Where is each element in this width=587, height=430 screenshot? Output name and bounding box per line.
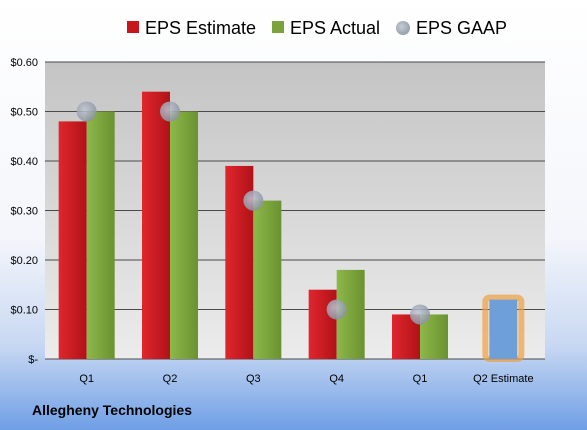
legend-label-gaap: EPS GAAP: [416, 18, 507, 38]
bars: [58, 91, 525, 363]
bar-actual-2: [253, 200, 282, 359]
x-tick-label-3: Q4: [329, 373, 344, 385]
x-tick-label-5: Q2 Estimate: [473, 373, 534, 385]
y-tick-label-2: $0.20: [10, 255, 38, 267]
y-tick-label-3: $0.30: [10, 206, 38, 218]
legend: EPS Estimate EPS Actual EPS GAAP: [127, 18, 507, 38]
legend-item-gaap: EPS GAAP: [396, 18, 507, 38]
x-tick-label-0: Q1: [79, 373, 94, 385]
y-tick-label-1: $0.10: [10, 305, 38, 317]
x-axis-ticks: Q1 Q2 Q3 Q4 Q1 Q2 Estimate: [79, 373, 533, 385]
legend-swatch-gaap: [396, 21, 410, 35]
legend-label-estimate: EPS Estimate: [145, 18, 256, 38]
marker-gaap-1: [160, 101, 180, 122]
legend-item-actual: EPS Actual: [272, 18, 380, 38]
x-tick-label-2: Q3: [246, 373, 261, 385]
y-tick-label-0: $-: [28, 354, 38, 366]
x-tick-label-4: Q1: [413, 373, 428, 385]
legend-item-estimate: EPS Estimate: [127, 18, 256, 38]
bar-actual-1: [170, 111, 198, 359]
bar-estimate-3: [308, 289, 337, 359]
grid-lines: [45, 61, 545, 360]
x-tick-label-1: Q2: [163, 373, 178, 385]
y-tick-label-5: $0.50: [10, 107, 38, 119]
legend-label-actual: EPS Actual: [290, 18, 380, 38]
bar-upcoming-estimate: [489, 299, 518, 359]
marker-gaap-4: [410, 304, 430, 325]
marker-gaap-2: [243, 190, 264, 211]
y-tick-label-6: $0.60: [10, 57, 38, 69]
bar-actual-0: [86, 111, 115, 359]
bar-estimate-1: [142, 91, 170, 359]
legend-swatch-actual: [272, 21, 284, 33]
marker-gaap-0: [76, 101, 97, 122]
y-axis-ticks: $- $0.10 $0.20 $0.30 $0.40 $0.50 $0.60: [10, 57, 38, 366]
legend-swatch-estimate: [127, 21, 139, 33]
y-tick-label-4: $0.40: [10, 156, 38, 168]
bar-estimate-0: [58, 121, 87, 360]
company-name: Allegheny Technologies: [32, 402, 192, 418]
marker-gaap-3: [326, 299, 347, 320]
